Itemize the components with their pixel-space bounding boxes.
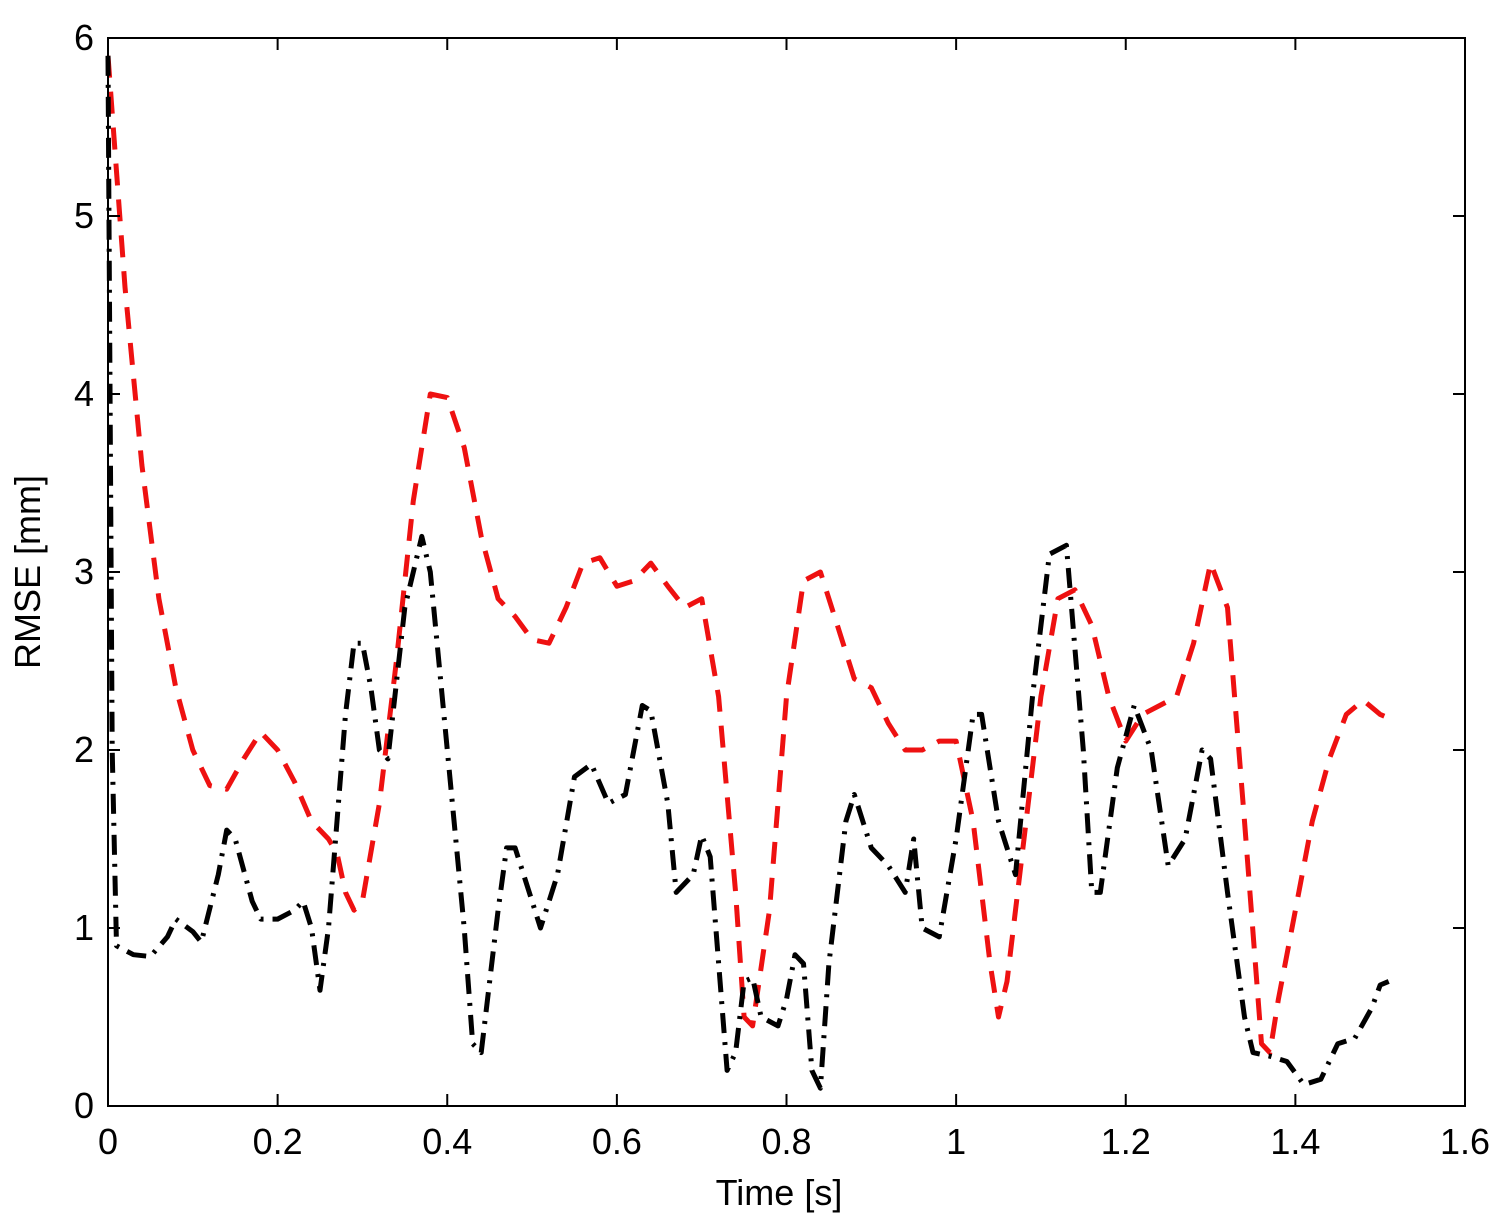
y-axis-label: RMSE [mm] (7, 475, 48, 669)
x-tick-label: 0.4 (422, 1121, 472, 1162)
x-tick-label: 1.6 (1440, 1121, 1490, 1162)
x-tick-label: 1.4 (1270, 1121, 1320, 1162)
x-tick-label: 0 (98, 1121, 118, 1162)
x-tick-label: 0.8 (761, 1121, 811, 1162)
x-tick-label: 0.6 (592, 1121, 642, 1162)
y-tick-label: 5 (74, 195, 94, 236)
x-tick-label: 1.2 (1101, 1121, 1151, 1162)
x-tick-label: 0.2 (253, 1121, 303, 1162)
y-tick-label: 2 (74, 729, 94, 770)
axis-ticks-group: 0 0.2 0.4 0.6 0.8 1 1.2 1.4 1.6 0 1 2 3 4 5 6 (74, 17, 1490, 1162)
y-tick-label: 1 (74, 907, 94, 948)
plot-series-group (105, 55, 1390, 1091)
x-tick-label: 1 (946, 1121, 966, 1162)
y-tick-label: 6 (74, 17, 94, 58)
x-axis-label: Time [s] (716, 1172, 843, 1213)
y-tick-label: 0 (74, 1085, 94, 1126)
series-line-2 (105, 55, 1390, 1091)
series-line-1 (105, 55, 1390, 1056)
y-tick-label: 4 (74, 373, 94, 414)
y-tick-label: 3 (74, 551, 94, 592)
